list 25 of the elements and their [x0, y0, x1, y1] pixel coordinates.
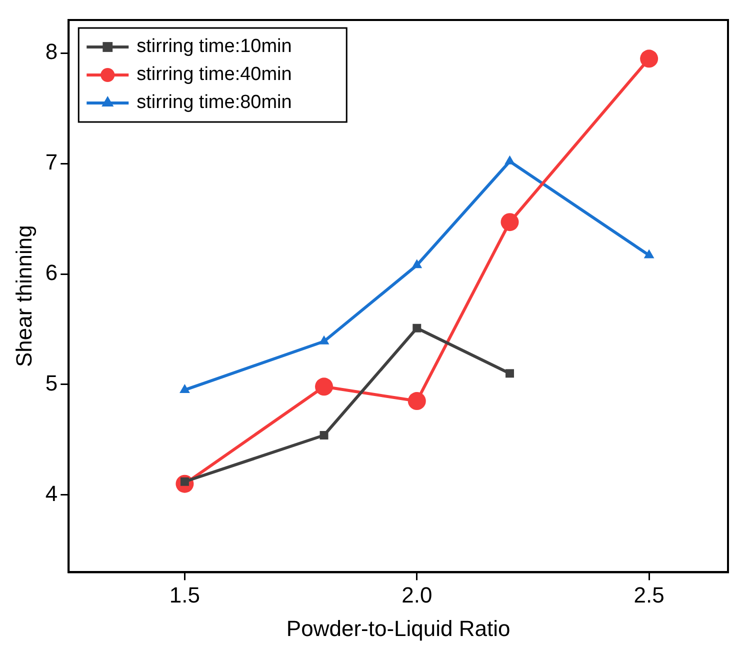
point [412, 259, 422, 268]
legend-label: stirring time:40min [136, 64, 292, 86]
y-tick-label: 5 [45, 370, 58, 396]
point [644, 249, 654, 258]
x-tick-label: 2.5 [634, 582, 664, 608]
point [506, 369, 514, 378]
y-axis-title: Shear thinning [11, 225, 36, 368]
legend-label: stirring time:10min [136, 36, 292, 58]
point [320, 431, 328, 440]
x-axis-title: Powder-to-Liquid Ratio [286, 616, 510, 641]
y-tick-label: 4 [45, 480, 58, 506]
point [408, 392, 426, 410]
y-tick-label: 6 [45, 260, 58, 286]
point [180, 384, 190, 393]
legend-label: stirring time:80min [136, 92, 292, 114]
point [640, 50, 658, 68]
point [318, 335, 330, 344]
point [504, 155, 515, 164]
point [412, 324, 422, 332]
y-tick-label: 8 [45, 39, 58, 64]
x-tick-label: 1.5 [169, 582, 200, 608]
y-tick-label: 7 [45, 150, 58, 175]
point [315, 378, 334, 396]
x-tick-label: 2.0 [402, 582, 432, 608]
point [500, 213, 519, 232]
